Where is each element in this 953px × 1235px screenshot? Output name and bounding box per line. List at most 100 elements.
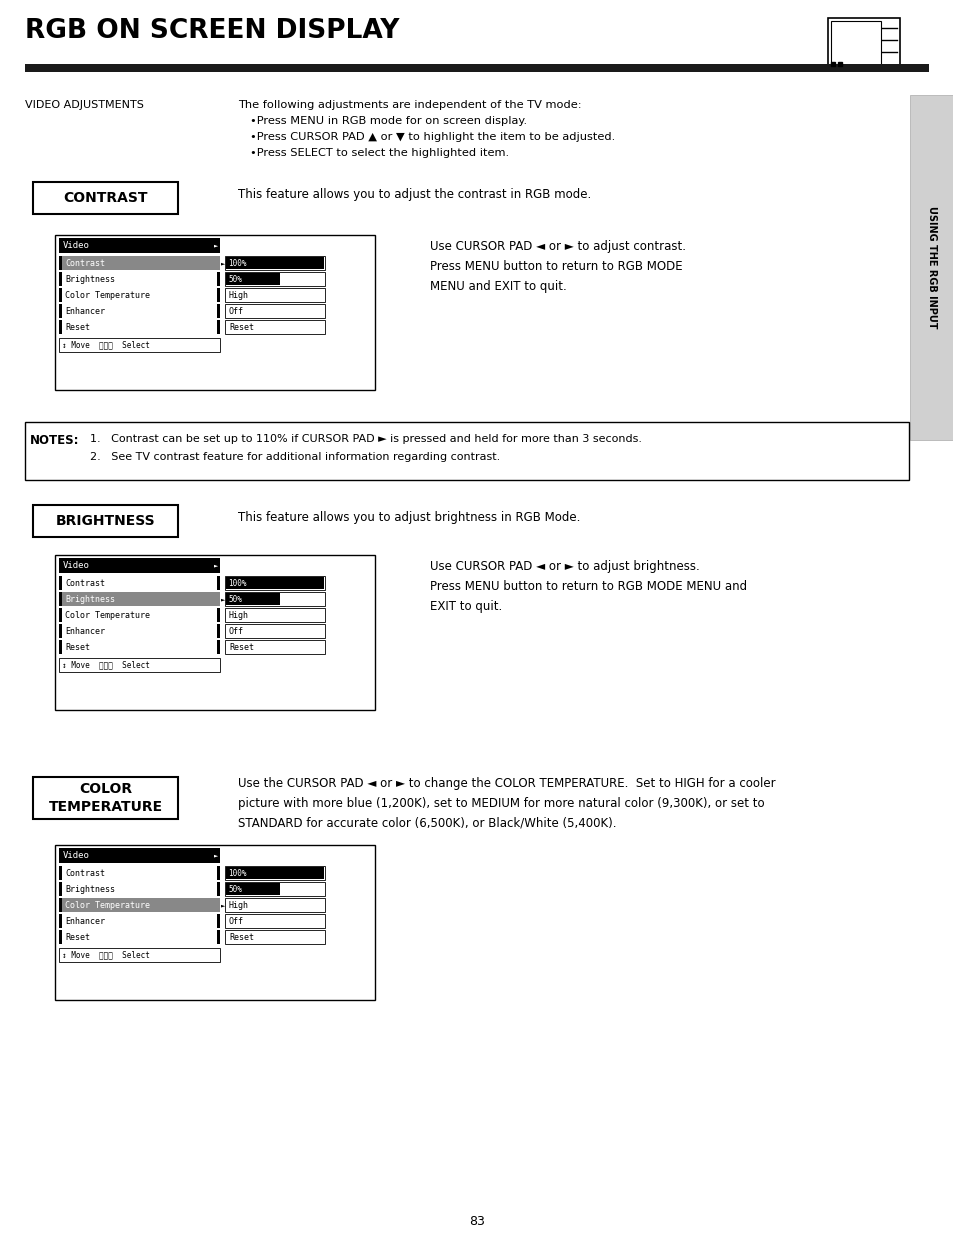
Text: High: High	[229, 610, 249, 620]
Bar	[55, 235, 375, 390]
Bar	[216, 272, 220, 287]
Text: Enhancer: Enhancer	[65, 306, 105, 315]
Bar	[62, 256, 220, 270]
Text: 83: 83	[469, 1215, 484, 1228]
Bar	[830, 21, 880, 65]
Text: NOTES:: NOTES:	[30, 433, 79, 447]
Bar	[225, 576, 325, 590]
Text: Off: Off	[229, 916, 244, 925]
Text: Brightness: Brightness	[65, 594, 115, 604]
Text: ►: ►	[213, 242, 218, 248]
Bar	[55, 555, 375, 710]
Text: Reset: Reset	[229, 322, 253, 331]
Bar	[216, 914, 220, 927]
Text: Video: Video	[63, 241, 90, 249]
Bar	[225, 930, 325, 944]
Bar	[59, 898, 62, 911]
Bar	[226, 867, 324, 879]
Text: ↕ Move  Ⓢⓣⓛ  Select: ↕ Move Ⓢⓣⓛ Select	[62, 951, 150, 960]
Bar	[225, 272, 325, 287]
Bar	[59, 304, 62, 317]
Bar	[33, 777, 178, 819]
Text: Video: Video	[63, 561, 90, 569]
Bar	[25, 64, 928, 72]
Bar	[59, 576, 62, 590]
Bar	[59, 624, 62, 638]
Text: 100%: 100%	[228, 868, 246, 878]
Bar	[216, 930, 220, 944]
Text: Use CURSOR PAD ◄ or ► to adjust brightness.
Press MENU button to return to RGB M: Use CURSOR PAD ◄ or ► to adjust brightne…	[430, 559, 746, 613]
Bar	[59, 558, 220, 573]
Bar	[216, 866, 220, 881]
Bar	[59, 866, 62, 881]
Bar	[225, 256, 325, 270]
Bar	[59, 948, 220, 962]
Bar	[33, 505, 178, 537]
Text: Use CURSOR PAD ◄ or ► to adjust contrast.
Press MENU button to return to RGB MOD: Use CURSOR PAD ◄ or ► to adjust contrast…	[430, 240, 685, 293]
Bar	[62, 898, 220, 911]
Bar	[226, 593, 279, 605]
Text: •Press CURSOR PAD ▲ or ▼ to highlight the item to be adjusted.: •Press CURSOR PAD ▲ or ▼ to highlight th…	[250, 132, 615, 142]
Bar	[59, 592, 62, 606]
Bar	[59, 238, 220, 253]
Text: 50%: 50%	[228, 884, 242, 893]
Text: ►: ►	[221, 597, 225, 601]
Bar	[225, 288, 325, 303]
Text: ↕ Move  Ⓢⓣⓛ  Select: ↕ Move Ⓢⓣⓛ Select	[62, 341, 150, 350]
Text: Reset: Reset	[65, 322, 90, 331]
Bar	[827, 19, 899, 70]
Bar	[59, 848, 220, 863]
Bar	[226, 257, 324, 269]
Text: ►: ►	[221, 902, 225, 908]
Text: BRIGHTNESS: BRIGHTNESS	[55, 514, 155, 529]
Bar	[909, 95, 953, 440]
Bar	[225, 608, 325, 622]
Text: Enhancer: Enhancer	[65, 916, 105, 925]
Text: Off: Off	[229, 626, 244, 636]
Text: Contrast: Contrast	[65, 578, 105, 588]
Bar	[225, 882, 325, 897]
Text: ↕ Move  Ⓢⓣⓛ  Select: ↕ Move Ⓢⓣⓛ Select	[62, 661, 150, 669]
Text: 2.   See TV contrast feature for additional information regarding contrast.: 2. See TV contrast feature for additiona…	[90, 452, 499, 462]
Text: Brightness: Brightness	[65, 274, 115, 284]
Text: 50%: 50%	[228, 594, 242, 604]
Bar	[59, 882, 62, 897]
Bar	[226, 273, 279, 285]
Bar	[216, 608, 220, 622]
Text: 100%: 100%	[228, 578, 246, 588]
Text: Contrast: Contrast	[65, 868, 105, 878]
Text: Brightness: Brightness	[65, 884, 115, 893]
Bar	[225, 592, 325, 606]
Bar	[59, 338, 220, 352]
Text: High: High	[229, 290, 249, 300]
Bar	[225, 640, 325, 655]
Text: USING THE RGB INPUT: USING THE RGB INPUT	[926, 206, 936, 329]
Bar	[225, 914, 325, 927]
Bar	[33, 182, 178, 214]
Text: ►: ►	[213, 852, 218, 858]
Bar	[62, 592, 220, 606]
Text: ►: ►	[221, 261, 225, 266]
Bar	[225, 898, 325, 911]
Bar	[59, 288, 62, 303]
Bar	[59, 914, 62, 927]
Text: Reset: Reset	[229, 932, 253, 941]
Bar	[59, 608, 62, 622]
Bar	[59, 256, 62, 270]
Text: ►: ►	[213, 562, 218, 568]
Bar	[59, 640, 62, 655]
Text: Color Temperature: Color Temperature	[65, 290, 150, 300]
Text: 1.   Contrast can be set up to 110% if CURSOR PAD ► is pressed and held for more: 1. Contrast can be set up to 110% if CUR…	[90, 433, 641, 445]
Text: CONTRAST: CONTRAST	[63, 191, 148, 205]
Text: Reset: Reset	[65, 642, 90, 652]
Bar	[226, 883, 279, 895]
Text: •Press MENU in RGB mode for on screen display.: •Press MENU in RGB mode for on screen di…	[250, 116, 527, 126]
Bar	[216, 882, 220, 897]
Text: Off: Off	[229, 306, 244, 315]
Bar	[55, 845, 375, 1000]
Text: The following adjustments are independent of the TV mode:: The following adjustments are independen…	[237, 100, 581, 110]
Text: Color Temperature: Color Temperature	[65, 900, 150, 909]
Text: 50%: 50%	[228, 274, 242, 284]
Text: Color Temperature: Color Temperature	[65, 610, 150, 620]
Bar	[225, 866, 325, 881]
